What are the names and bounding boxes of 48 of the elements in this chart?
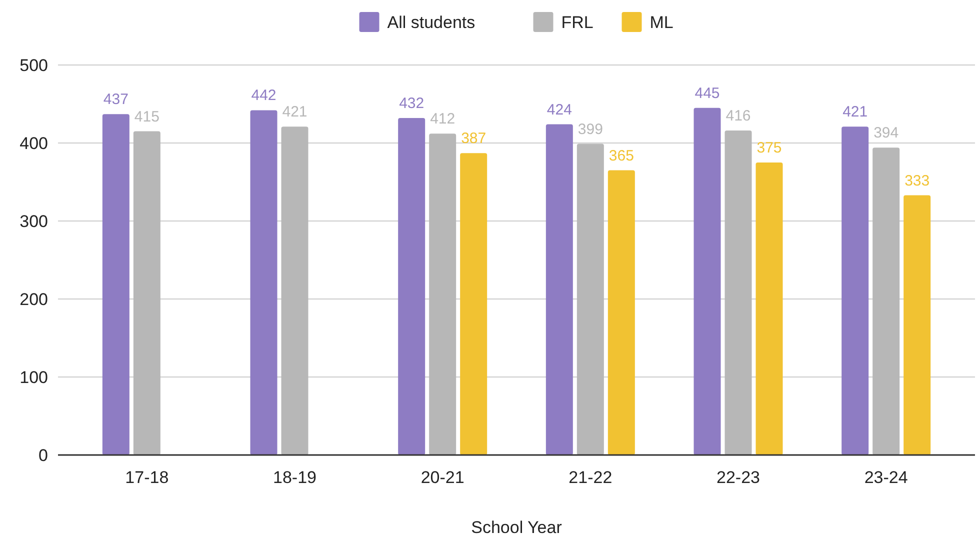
data-label: 394 [874,124,899,142]
y-tick-label: 300 [20,212,48,231]
x-tick-label: 18-19 [273,468,316,487]
data-label: 387 [461,130,486,148]
data-label: 333 [904,172,930,190]
data-label: 365 [608,147,634,164]
data-label: 399 [578,120,603,138]
data-label: 421 [842,104,868,121]
bar [546,124,573,455]
data-label: 442 [251,87,276,104]
y-tick-label: 500 [20,56,48,75]
x-axis-title: School Year [471,518,562,537]
bar [724,130,752,455]
y-tick-label: 100 [20,368,48,387]
data-label: 437 [103,91,128,108]
data-label: 416 [726,108,751,125]
data-label: 421 [282,104,308,121]
bar [842,126,869,455]
y-tick-label: 400 [20,134,48,153]
data-label: 415 [134,108,160,126]
data-label: 412 [430,110,456,128]
legend-label: ML [650,12,674,32]
y-tick-label: 200 [20,290,48,309]
bar [576,144,604,455]
bar [872,148,900,455]
bar [398,118,426,455]
y-tick-label: 0 [38,446,48,465]
bar [102,114,130,455]
bar [281,126,308,455]
bar [429,134,456,455]
legend-label: FRL [561,12,594,32]
bar [250,110,278,455]
bar [133,131,160,455]
bar [756,162,783,455]
x-tick-label: 23-24 [864,468,908,487]
x-tick-label: 20-21 [420,468,464,487]
x-tick-label: 17-18 [125,468,169,487]
bar [608,170,635,455]
x-tick-label: 21-22 [568,468,612,487]
bar [460,153,488,455]
data-label: 375 [756,140,782,156]
bar [904,195,931,455]
legend-label: All students [387,12,476,32]
bar [694,108,721,455]
data-label: 424 [546,101,572,118]
data-label: 445 [694,84,720,102]
x-tick-label: 22-23 [716,468,760,487]
data-label: 432 [399,95,424,112]
